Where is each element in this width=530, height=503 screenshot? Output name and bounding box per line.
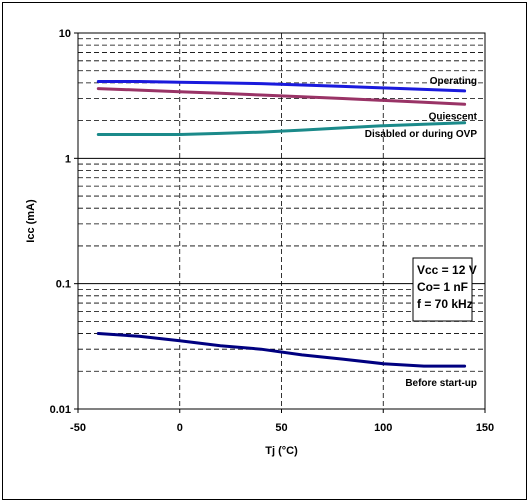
series-label-2: Disabled or during OVP	[365, 129, 478, 140]
series-line-2	[96, 121, 467, 136]
series-line-3	[96, 332, 467, 368]
series-label-3: Before start-up	[405, 378, 477, 389]
y-tick-label: 1	[65, 153, 71, 165]
x-tick-label: 100	[374, 422, 392, 434]
series-label-1: Quiescent	[429, 111, 478, 122]
series-line-0	[96, 80, 467, 93]
x-tick-label: 0	[177, 422, 183, 434]
y-axis-ticks: 0.01 0.1 1 10	[50, 28, 78, 416]
y-tick-label: 10	[59, 28, 71, 40]
series-labels: Operating Quiescent Disabled or during OVP…	[365, 76, 478, 389]
y-axis-label: Icc (mA)	[25, 199, 37, 243]
x-tick-label: 150	[476, 422, 494, 434]
x-axis-label: Tj (°C)	[265, 445, 298, 457]
conditions-vcc: Vcc = 12 V	[417, 263, 477, 277]
y-tick-label: 0.1	[56, 279, 71, 291]
y-tick-label: 0.01	[50, 404, 71, 416]
series-label-0: Operating	[430, 76, 477, 87]
conditions-frequency: f = 70 kHz	[417, 297, 473, 311]
x-axis-ticks: -50 0 50 100 150	[70, 409, 494, 434]
x-tick-label: -50	[70, 422, 86, 434]
series-lines	[96, 80, 467, 368]
x-tick-label: 50	[275, 422, 287, 434]
conditions-box: Vcc = 12 V Co= 1 nF f = 70 kHz	[412, 257, 477, 322]
series-line-1	[96, 87, 467, 106]
conditions-co: Co= 1 nF	[417, 280, 468, 294]
